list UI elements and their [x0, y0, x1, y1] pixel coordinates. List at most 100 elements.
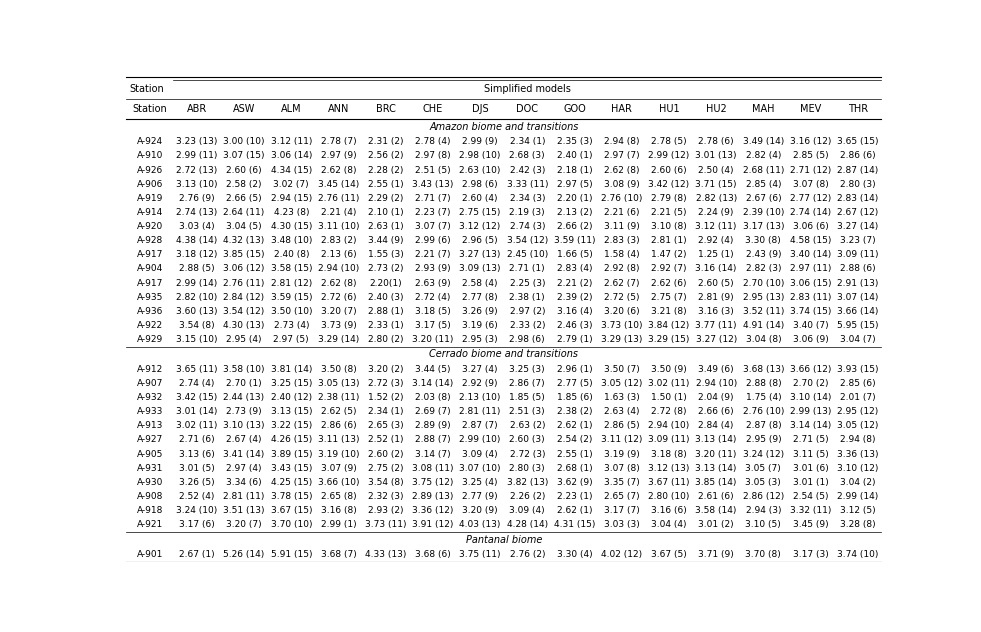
Text: 2.76 (11): 2.76 (11) — [224, 279, 265, 288]
Text: 3.20 (2): 3.20 (2) — [368, 365, 403, 374]
Text: 2.62 (8): 2.62 (8) — [604, 166, 640, 174]
Text: 3.50 (7): 3.50 (7) — [604, 365, 640, 374]
Text: 2.62 (8): 2.62 (8) — [321, 279, 356, 288]
Text: 3.68 (7): 3.68 (7) — [321, 550, 356, 559]
Text: 3.50 (9): 3.50 (9) — [651, 365, 687, 374]
Text: CHE: CHE — [423, 104, 443, 114]
Text: 2.65 (8): 2.65 (8) — [321, 492, 356, 501]
Text: 3.07 (7): 3.07 (7) — [415, 222, 450, 231]
Text: 3.25 (4): 3.25 (4) — [462, 478, 497, 487]
Text: 3.13 (6): 3.13 (6) — [179, 449, 215, 459]
Text: 1.85 (5): 1.85 (5) — [509, 393, 545, 402]
Text: 2.71 (1): 2.71 (1) — [509, 265, 545, 274]
Text: 2.99 (14): 2.99 (14) — [177, 279, 218, 288]
Text: 2.75 (2): 2.75 (2) — [368, 464, 403, 473]
Text: 3.36 (13): 3.36 (13) — [837, 449, 879, 459]
Text: 3.23 (7): 3.23 (7) — [840, 236, 876, 245]
Text: 2.67 (12): 2.67 (12) — [837, 208, 878, 217]
Text: 2.83 (11): 2.83 (11) — [790, 293, 831, 301]
Text: 2.78 (6): 2.78 (6) — [698, 137, 734, 147]
Text: 3.20 (11): 3.20 (11) — [696, 449, 737, 459]
Text: 2.86 (5): 2.86 (5) — [604, 422, 640, 430]
Text: ALM: ALM — [281, 104, 301, 114]
Text: 3.43 (13): 3.43 (13) — [412, 179, 453, 189]
Text: Station: Station — [129, 84, 164, 94]
Text: 2.73 (9): 2.73 (9) — [227, 407, 262, 416]
Text: 2.72 (8): 2.72 (8) — [651, 407, 687, 416]
Text: 2.98 (6): 2.98 (6) — [509, 335, 545, 344]
Text: 2.38 (2): 2.38 (2) — [557, 407, 593, 416]
Text: 2.28 (2): 2.28 (2) — [368, 166, 403, 174]
Text: 2.88 (1): 2.88 (1) — [368, 307, 403, 316]
Text: 3.09 (13): 3.09 (13) — [459, 265, 501, 274]
Text: 2.21 (2): 2.21 (2) — [557, 279, 593, 288]
Text: 3.11 (10): 3.11 (10) — [318, 222, 359, 231]
Text: 2.93 (9): 2.93 (9) — [415, 265, 450, 274]
Text: A-920: A-920 — [136, 222, 163, 231]
Text: 3.36 (12): 3.36 (12) — [412, 506, 453, 515]
Text: 3.11 (12): 3.11 (12) — [601, 435, 643, 444]
Text: 3.10 (5): 3.10 (5) — [746, 520, 781, 529]
Text: 3.07 (14): 3.07 (14) — [837, 293, 878, 301]
Text: 2.34 (3): 2.34 (3) — [509, 194, 545, 203]
Text: 2.63 (10): 2.63 (10) — [459, 166, 500, 174]
Text: 2.23 (7): 2.23 (7) — [415, 208, 450, 217]
Text: 3.71 (15): 3.71 (15) — [696, 179, 737, 189]
Text: 2.84 (4): 2.84 (4) — [698, 422, 734, 430]
Text: 2.33 (2): 2.33 (2) — [509, 321, 545, 330]
Text: 2.04 (9): 2.04 (9) — [698, 393, 734, 402]
Text: 2.71 (12): 2.71 (12) — [790, 166, 831, 174]
Text: Simplified models: Simplified models — [484, 84, 571, 94]
Text: 3.73 (9): 3.73 (9) — [321, 321, 356, 330]
Text: 2.77 (12): 2.77 (12) — [790, 194, 831, 203]
Text: 2.55 (1): 2.55 (1) — [368, 179, 403, 189]
Text: 4.32 (13): 4.32 (13) — [224, 236, 265, 245]
Text: 3.06 (12): 3.06 (12) — [224, 265, 265, 274]
Text: 4.28 (14): 4.28 (14) — [507, 520, 547, 529]
Text: 2.60 (5): 2.60 (5) — [698, 279, 734, 288]
Text: 2.66 (5): 2.66 (5) — [227, 194, 262, 203]
Text: 2.44 (13): 2.44 (13) — [224, 393, 265, 402]
Text: 4.02 (12): 4.02 (12) — [601, 550, 643, 559]
Text: DJS: DJS — [472, 104, 489, 114]
Text: 3.06 (15): 3.06 (15) — [790, 279, 831, 288]
Text: 2.67 (1): 2.67 (1) — [179, 550, 215, 559]
Text: THR: THR — [848, 104, 868, 114]
Text: 4.25 (15): 4.25 (15) — [271, 478, 312, 487]
Text: 1.55 (3): 1.55 (3) — [368, 250, 403, 259]
Text: 2.21 (7): 2.21 (7) — [415, 250, 450, 259]
Text: 3.18 (12): 3.18 (12) — [177, 250, 218, 259]
Text: ABR: ABR — [186, 104, 207, 114]
Text: 2.80 (10): 2.80 (10) — [648, 492, 690, 501]
Text: 2.45 (10): 2.45 (10) — [506, 250, 548, 259]
Text: MEV: MEV — [800, 104, 821, 114]
Text: 2.99 (6): 2.99 (6) — [415, 236, 450, 245]
Text: 3.01 (13): 3.01 (13) — [696, 152, 737, 161]
Text: A-904: A-904 — [136, 265, 163, 274]
Text: 2.92 (7): 2.92 (7) — [651, 265, 687, 274]
Text: ASW: ASW — [232, 104, 255, 114]
Text: 2.70 (1): 2.70 (1) — [227, 379, 262, 388]
Text: 2.21 (4): 2.21 (4) — [321, 208, 356, 217]
Text: 2.66 (6): 2.66 (6) — [698, 407, 734, 416]
Text: 2.13 (10): 2.13 (10) — [459, 393, 500, 402]
Text: 2.97 (2): 2.97 (2) — [509, 307, 545, 316]
Text: 3.05 (12): 3.05 (12) — [837, 422, 878, 430]
Text: 2.78 (4): 2.78 (4) — [415, 137, 450, 147]
Text: A-913: A-913 — [136, 422, 163, 430]
Text: 3.29 (14): 3.29 (14) — [318, 335, 359, 344]
Text: A-914: A-914 — [136, 208, 163, 217]
Text: 3.12 (11): 3.12 (11) — [271, 137, 312, 147]
Text: 2.86 (12): 2.86 (12) — [743, 492, 784, 501]
Text: 3.08 (11): 3.08 (11) — [412, 464, 453, 473]
Text: ANN: ANN — [328, 104, 349, 114]
Text: 3.02 (11): 3.02 (11) — [177, 422, 218, 430]
Text: 2.24 (9): 2.24 (9) — [698, 208, 734, 217]
Text: 2.39 (2): 2.39 (2) — [557, 293, 593, 301]
Text: 3.54 (8): 3.54 (8) — [368, 478, 403, 487]
Text: 2.71 (7): 2.71 (7) — [415, 194, 450, 203]
Text: 3.52 (11): 3.52 (11) — [743, 307, 784, 316]
Text: 3.84 (12): 3.84 (12) — [648, 321, 690, 330]
Text: 3.29 (13): 3.29 (13) — [601, 335, 643, 344]
Text: 3.05 (7): 3.05 (7) — [746, 464, 781, 473]
